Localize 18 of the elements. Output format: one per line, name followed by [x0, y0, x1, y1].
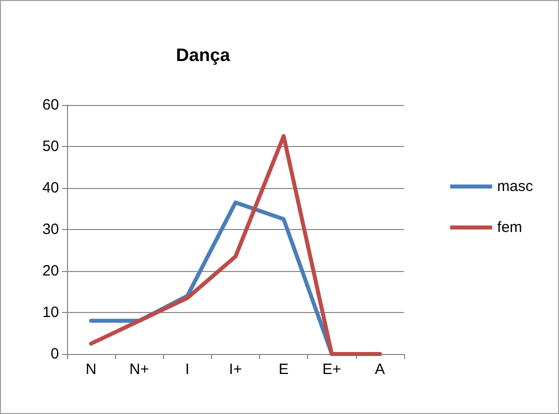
y-tick-label: 60 — [42, 96, 59, 114]
y-tick-label: 30 — [42, 221, 59, 238]
legend-label: fem — [497, 219, 522, 236]
legend-label: masc — [497, 178, 534, 195]
x-tick-label: E — [278, 361, 289, 378]
x-tick-label: N+ — [129, 361, 150, 378]
line-series — [89, 134, 382, 356]
x-tick-label: A — [374, 361, 385, 378]
y-tick-label: 10 — [42, 304, 59, 321]
y-tick-label: 0 — [50, 346, 59, 362]
y-tick-label: 20 — [42, 262, 59, 280]
x-tick-label: E+ — [322, 361, 342, 378]
y-tick-label: 40 — [42, 180, 59, 196]
x-tick-label: N — [86, 361, 96, 378]
y-tick-label: 50 — [42, 138, 59, 155]
x-tick-label: I+ — [229, 361, 242, 378]
chart-title: Dança — [176, 45, 232, 65]
x-tick-label: I — [185, 361, 190, 378]
